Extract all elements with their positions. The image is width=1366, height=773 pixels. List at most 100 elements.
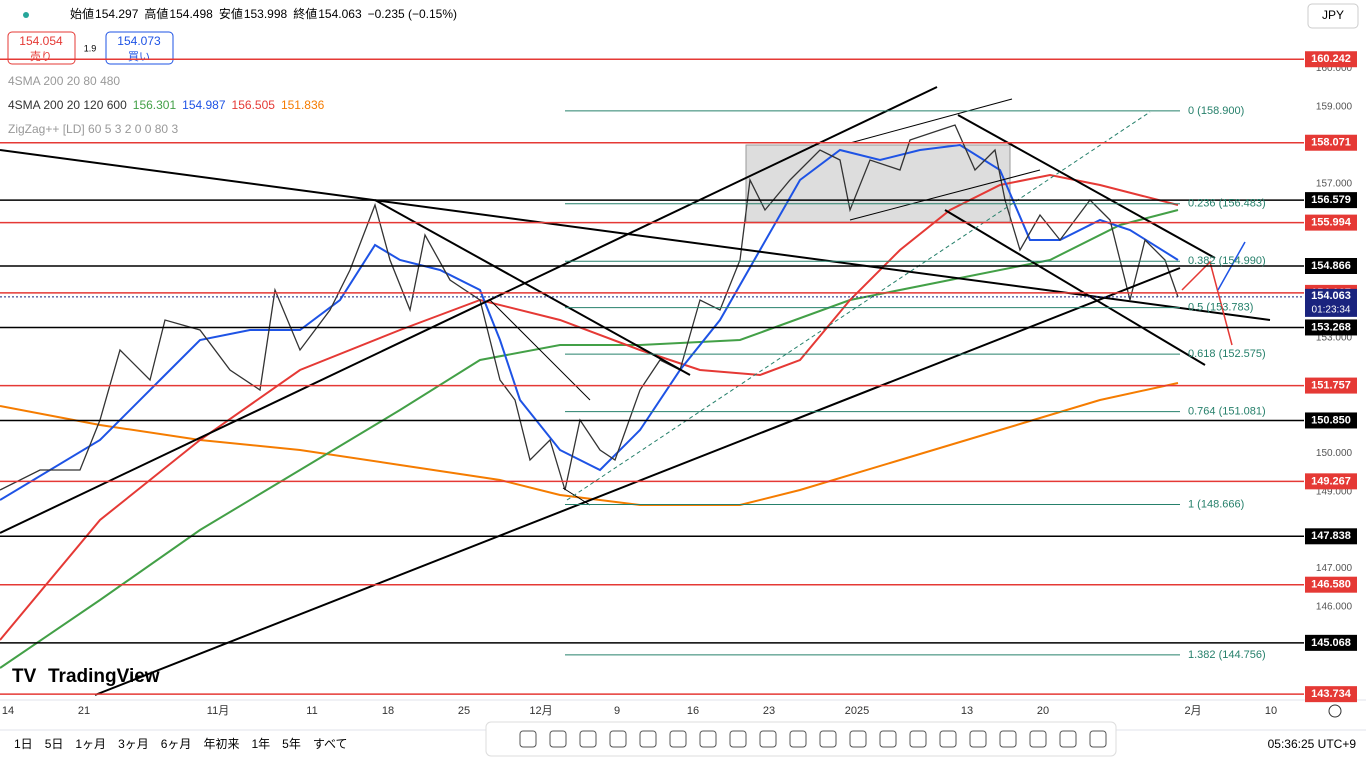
indicator-name: 4SMA 200 20 80 480 <box>8 74 120 88</box>
level-label: 143.734 <box>1311 688 1352 700</box>
svg-text:TV: TV <box>12 666 37 687</box>
change: −0.235 (−0.15%) <box>368 7 457 21</box>
ohlc-value: 154.297 <box>95 7 139 21</box>
time-tick-label: 14 <box>2 705 14 717</box>
level-label: 149.267 <box>1311 475 1351 487</box>
status-dot <box>23 12 29 18</box>
sell-label[interactable]: 売り <box>30 50 52 63</box>
level-label: 146.580 <box>1311 579 1351 591</box>
tool-icon[interactable] <box>699 730 717 748</box>
tool-icon[interactable] <box>879 730 897 748</box>
settings-icon[interactable] <box>1328 704 1342 718</box>
fib-label: 0.5 (153.783) <box>1188 302 1253 314</box>
time-tick-label: 20 <box>1037 705 1049 717</box>
time-tick-label: 11月 <box>207 705 229 717</box>
level-label-bg <box>1305 377 1357 394</box>
chart-drawing <box>0 86 1271 696</box>
time-tick-label: 16 <box>687 705 699 717</box>
level-label: 158.071 <box>1311 137 1351 149</box>
indicator-value: 151.836 <box>281 98 325 112</box>
tool-icon[interactable] <box>849 730 867 748</box>
current-price: 154.063 <box>1311 290 1351 302</box>
price-tick-label: 150.000 <box>1316 448 1353 459</box>
level-label: 154.866 <box>1311 260 1351 272</box>
time-tick-label: 23 <box>763 705 775 717</box>
period-button[interactable]: 3ヶ月 <box>118 737 149 751</box>
level-label-bg <box>1305 192 1357 209</box>
tool-icon[interactable] <box>519 730 537 748</box>
price-tick-label: 146.000 <box>1316 602 1353 613</box>
level-label-bg <box>1305 51 1357 68</box>
period-button[interactable]: 6ヶ月 <box>161 737 192 751</box>
period-button[interactable]: 1ヶ月 <box>75 737 106 751</box>
tool-icon[interactable] <box>969 730 987 748</box>
period-button[interactable]: 5日 <box>45 737 64 751</box>
level-label-bg <box>1305 634 1357 651</box>
level-label-bg <box>1305 528 1357 545</box>
logo: TV TradingView <box>12 666 160 687</box>
price-tick-label: 159.000 <box>1316 102 1353 113</box>
level-label: 151.757 <box>1311 379 1351 391</box>
tool-icon[interactable] <box>759 730 777 748</box>
buy-label[interactable]: 買い <box>128 50 150 63</box>
fib-label: 0 (158.900) <box>1188 105 1244 117</box>
tool-icon[interactable] <box>639 730 657 748</box>
tool-icon[interactable] <box>579 730 597 748</box>
time-tick-label: 21 <box>78 705 90 717</box>
level-label: 155.994 <box>1311 217 1352 229</box>
tool-icon[interactable] <box>1089 730 1107 748</box>
sell-price[interactable]: 154.054 <box>19 34 63 48</box>
currency[interactable]: JPY <box>1322 8 1344 22</box>
ohlc-value: 153.998 <box>244 7 288 21</box>
indicator-name: ZigZag++ [LD] 60 5 3 2 0 0 80 3 <box>8 122 178 136</box>
tool-icon[interactable] <box>729 730 747 748</box>
tool-icon[interactable] <box>609 730 627 748</box>
tool-icon[interactable] <box>1059 730 1077 748</box>
tool-icon[interactable] <box>909 730 927 748</box>
period-button[interactable]: 1日 <box>14 737 33 751</box>
ohlc-label: 高値 <box>144 6 168 21</box>
level-label: 145.068 <box>1311 637 1351 649</box>
level-label: 156.579 <box>1311 194 1351 206</box>
ohlc-label: 終値 <box>293 6 317 21</box>
indicator-value: 156.505 <box>232 98 276 112</box>
fib-label: 1 (148.666) <box>1188 498 1244 510</box>
tool-icon[interactable] <box>1029 730 1047 748</box>
spread: 1.9 <box>84 43 97 53</box>
level-label-bg <box>1305 258 1357 274</box>
current-label-bg <box>1305 288 1357 317</box>
period-button[interactable]: すべて <box>313 737 348 751</box>
tool-icon[interactable] <box>999 730 1017 748</box>
level-label-bg <box>1305 473 1357 490</box>
level-label: 160.242 <box>1311 53 1351 65</box>
price-tick-label: 157.000 <box>1316 179 1353 190</box>
time-tick-label: 12月 <box>529 705 552 717</box>
ohlc-value: 154.063 <box>318 7 362 21</box>
period-button[interactable]: 1年 <box>251 737 270 751</box>
buy-button[interactable] <box>105 31 174 65</box>
header-bg <box>0 0 1366 30</box>
indicator-name: 4SMA 200 20 120 600 <box>8 98 127 112</box>
price-tick-label: 153.000 <box>1316 332 1353 343</box>
tool-icon[interactable] <box>789 730 807 748</box>
ohlc-value: 154.498 <box>169 7 213 21</box>
tool-icon[interactable] <box>939 730 957 748</box>
time-tick-label: 25 <box>458 705 470 717</box>
price-tick-label: 149.000 <box>1316 486 1353 497</box>
period-button[interactable]: 5年 <box>282 737 301 751</box>
countdown: 01:23:34 <box>1312 305 1351 316</box>
level-label: 147.838 <box>1311 530 1351 542</box>
time-tick-label: 9 <box>614 705 620 717</box>
fib-label: 0.236 (156.483) <box>1188 198 1266 210</box>
fib-label: 0.764 (151.081) <box>1188 405 1266 417</box>
sell-button[interactable] <box>7 31 76 65</box>
period-button[interactable]: 年初来 <box>203 737 239 751</box>
buy-price[interactable]: 154.073 <box>117 34 161 48</box>
currency-box[interactable] <box>1307 3 1359 29</box>
level-label: 153.268 <box>1311 321 1351 333</box>
tool-icon[interactable] <box>669 730 687 748</box>
tool-icon[interactable] <box>819 730 837 748</box>
tool-icon[interactable] <box>549 730 567 748</box>
